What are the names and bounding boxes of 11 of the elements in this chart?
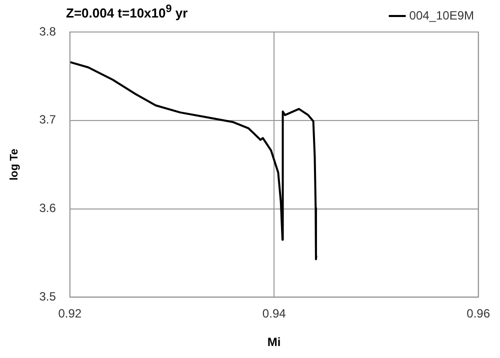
y-axis-title: log Te bbox=[8, 148, 21, 180]
x-axis-title: Mi bbox=[267, 335, 281, 350]
x-tick-label: 0.94 bbox=[262, 306, 286, 321]
y-tick-label: 3.7 bbox=[39, 112, 56, 127]
x-tick-label: 0.92 bbox=[58, 306, 82, 321]
y-tick-label: 3.5 bbox=[39, 290, 56, 304]
legend-label: 004_10E9M bbox=[409, 8, 474, 22]
chart-title: Z=0.004 t=10x10$^{9}$ yr bbox=[66, 3, 188, 20]
x-tick-label: 0.96 bbox=[466, 306, 490, 321]
y-tick-label: 3.6 bbox=[39, 201, 56, 216]
y-tick-label: 3.8 bbox=[39, 24, 56, 38]
